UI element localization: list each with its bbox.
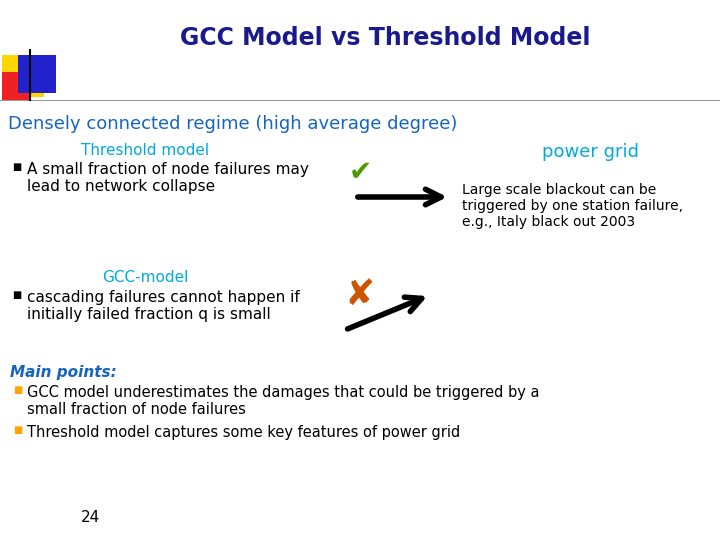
Text: GCC Model vs Threshold Model: GCC Model vs Threshold Model <box>180 26 590 50</box>
Text: Main points:: Main points: <box>10 365 117 380</box>
Bar <box>2 72 30 100</box>
FancyArrowPatch shape <box>358 189 441 205</box>
Text: Threshold model captures some key features of power grid: Threshold model captures some key featur… <box>27 425 460 440</box>
Text: ■: ■ <box>13 385 22 395</box>
Text: ✔: ✔ <box>348 158 372 186</box>
Text: cascading failures cannot happen if
initially failed fraction q is small: cascading failures cannot happen if init… <box>27 290 300 322</box>
Text: GCC model underestimates the damages that could be triggered by a
small fraction: GCC model underestimates the damages tha… <box>27 385 539 417</box>
Text: Threshold model: Threshold model <box>81 143 209 158</box>
Text: Large scale blackout can be
triggered by one station failure,
e.g., Italy black : Large scale blackout can be triggered by… <box>462 183 683 230</box>
Text: power grid: power grid <box>541 143 639 161</box>
Text: A small fraction of node failures may
lead to network collapse: A small fraction of node failures may le… <box>27 162 309 194</box>
Bar <box>2 55 44 97</box>
Text: ■: ■ <box>12 290 22 300</box>
Text: ■: ■ <box>12 162 22 172</box>
Text: ■: ■ <box>13 425 22 435</box>
Text: 24: 24 <box>81 510 99 525</box>
Text: Densely connected regime (high average degree): Densely connected regime (high average d… <box>8 115 457 133</box>
Bar <box>18 55 56 93</box>
FancyArrowPatch shape <box>348 297 422 329</box>
Text: GCC-model: GCC-model <box>102 270 188 285</box>
Text: ✘: ✘ <box>345 278 375 312</box>
